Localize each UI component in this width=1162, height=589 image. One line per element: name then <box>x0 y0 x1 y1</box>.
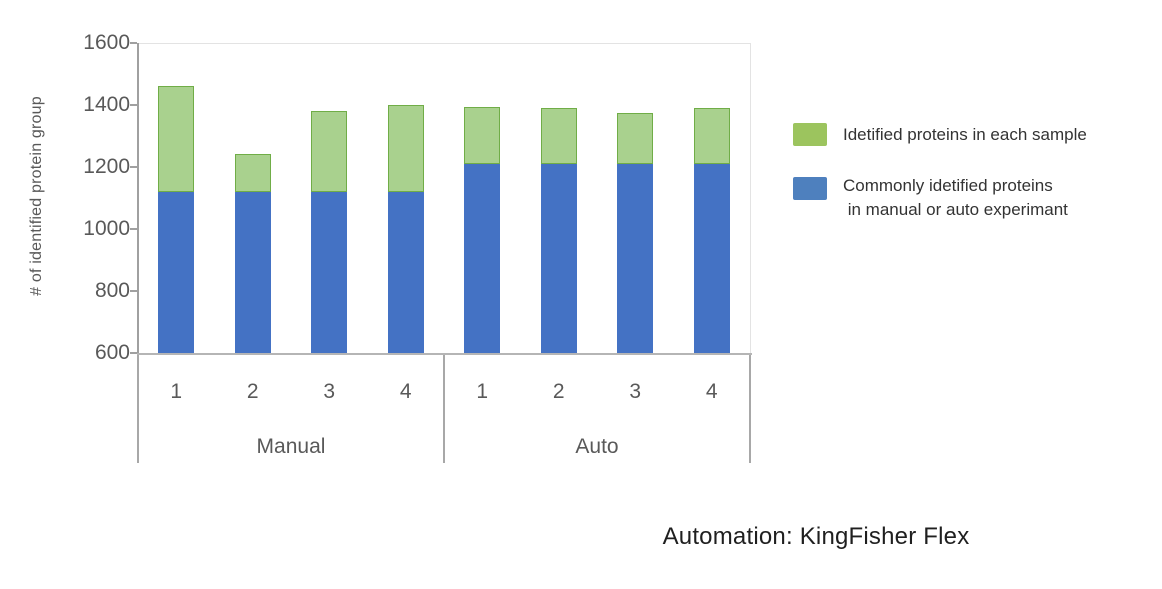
y-tick-mark <box>130 352 137 354</box>
y-tick-mark <box>130 104 137 106</box>
x-category-label: 3 <box>323 380 336 403</box>
bar-auto-4-common <box>693 163 730 353</box>
bar-auto-4-identified <box>693 108 730 164</box>
x-category-label: 4 <box>705 380 718 403</box>
y-tick-mark <box>130 228 137 230</box>
legend-swatch-common <box>793 177 827 200</box>
x-category-label: 3 <box>629 380 642 403</box>
x-category-label: 1 <box>476 380 489 403</box>
y-tick-label: 800 <box>94 279 130 302</box>
bar-manual-4-identified <box>387 105 424 192</box>
bar-auto-1-common <box>464 163 501 353</box>
x-category-label: 1 <box>170 380 183 403</box>
caption: Automation: KingFisher Flex <box>662 523 970 550</box>
legend-swatch-identified <box>793 123 827 146</box>
bar-manual-3-identified <box>311 111 348 192</box>
y-tick-label: 1000 <box>83 217 130 240</box>
y-tick-label: 1400 <box>83 93 130 116</box>
y-tick-mark <box>130 42 137 44</box>
x-group-label-manual: Manual <box>256 435 326 458</box>
x-category-label: 2 <box>552 380 565 403</box>
x-group-label-auto: Auto <box>575 435 619 458</box>
x-axis-line <box>136 353 752 355</box>
legend-label-common-line2: in manual or auto experimant <box>843 200 1068 219</box>
legend-label-identified: Idetified proteins in each sample <box>843 125 1087 144</box>
bar-auto-2-common <box>540 163 577 353</box>
y-tick-mark <box>130 166 137 168</box>
category-separator <box>137 355 139 463</box>
bar-manual-3-common <box>311 191 348 353</box>
legend-label-common-line1: Commonly idetified proteins <box>843 176 1053 195</box>
bar-auto-3-common <box>617 163 654 353</box>
y-tick-label: 1600 <box>83 31 130 54</box>
x-category-label: 2 <box>246 380 259 403</box>
bar-manual-1-common <box>158 191 195 353</box>
bar-manual-2-identified <box>234 153 271 192</box>
y-axis-title: # of identified protein group <box>28 96 45 296</box>
plot-area <box>138 43 751 354</box>
bar-manual-1-identified <box>158 86 195 192</box>
category-separator <box>749 355 751 463</box>
bar-auto-2-identified <box>540 108 577 164</box>
bar-manual-4-common <box>387 191 424 353</box>
x-category-label: 4 <box>399 380 412 403</box>
bar-auto-1-identified <box>464 106 501 164</box>
category-separator <box>443 355 445 463</box>
y-tick-label: 1200 <box>83 155 130 178</box>
bar-manual-2-common <box>234 191 271 353</box>
y-tick-mark <box>130 290 137 292</box>
y-tick-label: 600 <box>94 341 130 364</box>
bar-auto-3-identified <box>617 112 654 164</box>
y-axis-line <box>136 43 139 354</box>
